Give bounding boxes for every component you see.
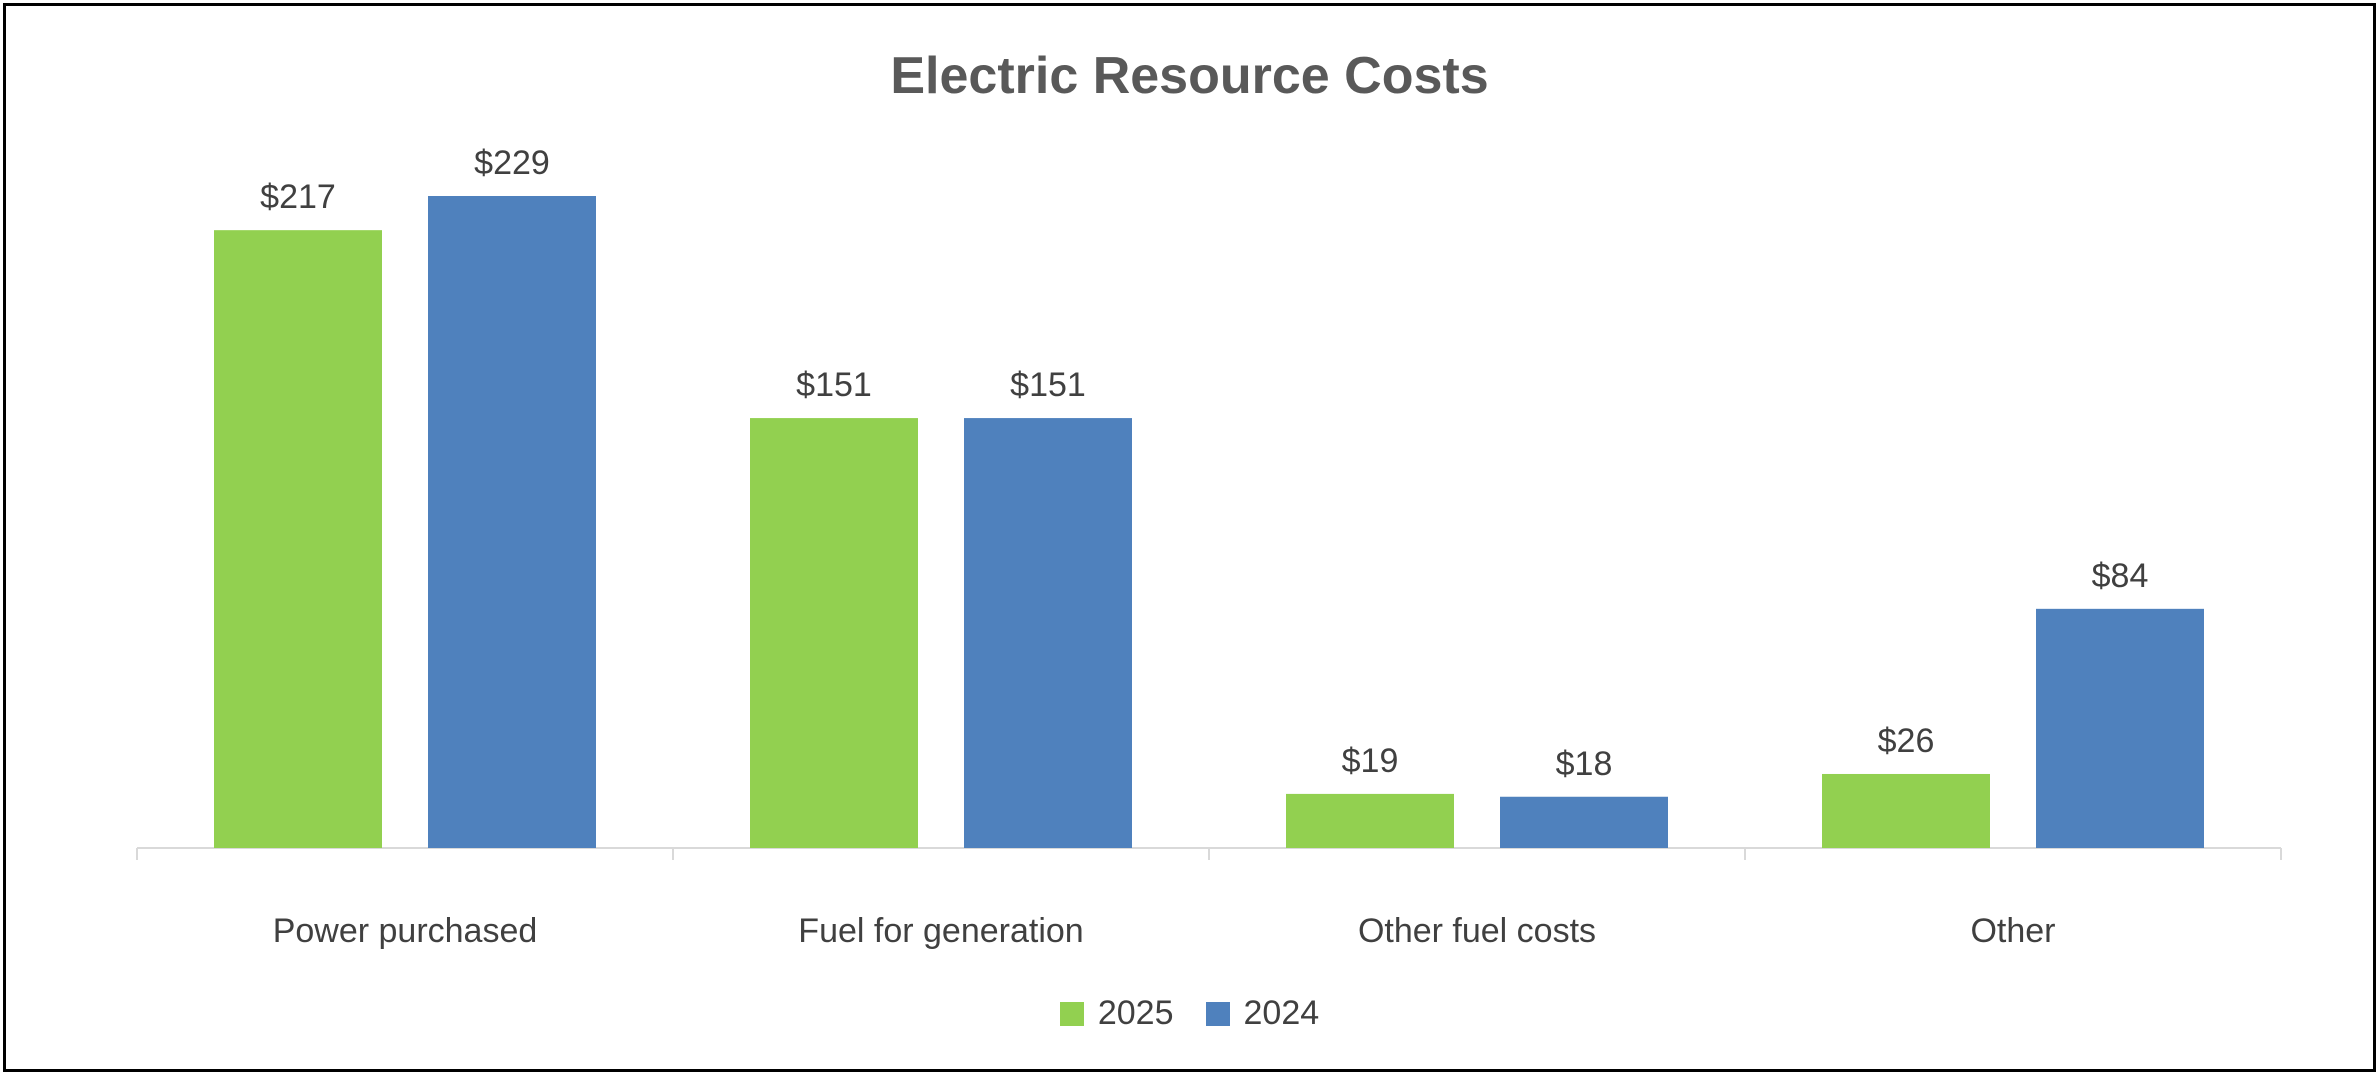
chart-title: Electric Resource Costs <box>890 47 1489 105</box>
bar-2025-2 <box>1286 793 1454 848</box>
bar-2024-3 <box>2036 608 2204 848</box>
bar-2025-1 <box>750 418 918 848</box>
data-label-2024-2: $18 <box>1556 745 1613 783</box>
x-tick-label-2: Other fuel costs <box>1358 912 1596 950</box>
bar-2025-0 <box>214 230 382 848</box>
x-tick-label-0: Power purchased <box>273 912 538 950</box>
legend-swatch-2024 <box>1205 1001 1230 1026</box>
data-label-2025-1: $151 <box>796 366 872 404</box>
legend-label-2024: 2024 <box>1243 994 1320 1032</box>
bar-2024-1 <box>964 418 1132 848</box>
legend-swatch-2025 <box>1059 1001 1084 1026</box>
data-label-2025-0: $217 <box>260 178 336 216</box>
data-label-2024-3: $84 <box>2092 557 2149 595</box>
x-tick-label-3: Other <box>1970 912 2055 950</box>
legend: 2025 2024 <box>6 994 2373 1033</box>
bar-2025-3 <box>1822 773 1990 848</box>
x-tick-label-1: Fuel for generation <box>798 912 1083 950</box>
data-label-2025-3: $26 <box>1878 722 1935 760</box>
data-label-2024-1: $151 <box>1010 366 1086 404</box>
legend-label-2025: 2025 <box>1097 994 1174 1032</box>
data-label-2025-2: $19 <box>1342 742 1399 780</box>
legend-item-2024: 2024 <box>1205 994 1320 1033</box>
bar-2024-2 <box>1500 796 1668 848</box>
data-label-2024-0: $229 <box>474 144 550 182</box>
legend-item-2025: 2025 <box>1059 994 1174 1033</box>
bar-chart-plot: $217 $229 Power purchased $151 $151 Fuel for … <box>136 144 2282 950</box>
bar-2024-0 <box>428 196 596 848</box>
chart-frame: Electric Resource Costs $217 $229 Power pu… <box>3 3 2376 1072</box>
